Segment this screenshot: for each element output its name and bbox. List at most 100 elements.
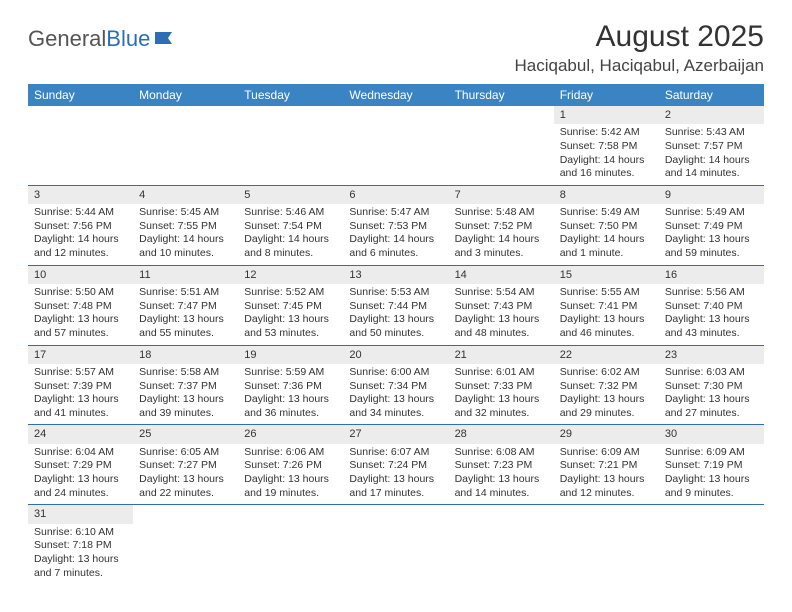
calendar-cell xyxy=(449,505,554,584)
calendar-cell: 10Sunrise: 5:50 AMSunset: 7:48 PMDayligh… xyxy=(28,265,133,345)
day-number: 20 xyxy=(343,346,448,364)
calendar-cell: 3Sunrise: 5:44 AMSunset: 7:56 PMDaylight… xyxy=(28,185,133,265)
day-details: Sunrise: 5:47 AMSunset: 7:53 PMDaylight:… xyxy=(343,204,448,265)
day-details: Sunrise: 5:49 AMSunset: 7:49 PMDaylight:… xyxy=(659,204,764,265)
day-details: Sunrise: 5:48 AMSunset: 7:52 PMDaylight:… xyxy=(449,204,554,265)
day-number: 29 xyxy=(554,425,659,443)
day-details: Sunrise: 6:09 AMSunset: 7:19 PMDaylight:… xyxy=(659,444,764,505)
calendar-cell: 23Sunrise: 6:03 AMSunset: 7:30 PMDayligh… xyxy=(659,345,764,425)
day-details: Sunrise: 5:45 AMSunset: 7:55 PMDaylight:… xyxy=(133,204,238,265)
calendar-cell xyxy=(659,505,764,584)
day-number: 1 xyxy=(554,106,659,124)
day-number: 19 xyxy=(238,346,343,364)
calendar-cell: 4Sunrise: 5:45 AMSunset: 7:55 PMDaylight… xyxy=(133,185,238,265)
col-header: Sunday xyxy=(28,84,133,106)
calendar-cell: 1Sunrise: 5:42 AMSunset: 7:58 PMDaylight… xyxy=(554,106,659,185)
day-number: 21 xyxy=(449,346,554,364)
day-details: Sunrise: 5:55 AMSunset: 7:41 PMDaylight:… xyxy=(554,284,659,345)
calendar-cell: 19Sunrise: 5:59 AMSunset: 7:36 PMDayligh… xyxy=(238,345,343,425)
day-number: 26 xyxy=(238,425,343,443)
title-block: August 2025 Haciqabul, Haciqabul, Azerba… xyxy=(515,20,765,76)
calendar-cell xyxy=(343,106,448,185)
day-details: Sunrise: 6:09 AMSunset: 7:21 PMDaylight:… xyxy=(554,444,659,505)
calendar-cell: 25Sunrise: 6:05 AMSunset: 7:27 PMDayligh… xyxy=(133,425,238,505)
day-details: Sunrise: 6:04 AMSunset: 7:29 PMDaylight:… xyxy=(28,444,133,505)
day-details: Sunrise: 6:03 AMSunset: 7:30 PMDaylight:… xyxy=(659,364,764,425)
calendar-cell xyxy=(238,106,343,185)
calendar-cell: 5Sunrise: 5:46 AMSunset: 7:54 PMDaylight… xyxy=(238,185,343,265)
calendar-cell: 30Sunrise: 6:09 AMSunset: 7:19 PMDayligh… xyxy=(659,425,764,505)
location: Haciqabul, Haciqabul, Azerbaijan xyxy=(515,56,765,76)
day-number: 10 xyxy=(28,266,133,284)
day-details: Sunrise: 5:50 AMSunset: 7:48 PMDaylight:… xyxy=(28,284,133,345)
calendar-cell: 31Sunrise: 6:10 AMSunset: 7:18 PMDayligh… xyxy=(28,505,133,584)
day-details: Sunrise: 5:43 AMSunset: 7:57 PMDaylight:… xyxy=(659,124,764,185)
day-number: 23 xyxy=(659,346,764,364)
calendar-cell: 26Sunrise: 6:06 AMSunset: 7:26 PMDayligh… xyxy=(238,425,343,505)
day-number: 24 xyxy=(28,425,133,443)
day-details: Sunrise: 5:46 AMSunset: 7:54 PMDaylight:… xyxy=(238,204,343,265)
calendar-cell: 21Sunrise: 6:01 AMSunset: 7:33 PMDayligh… xyxy=(449,345,554,425)
day-number: 30 xyxy=(659,425,764,443)
calendar-cell xyxy=(133,505,238,584)
calendar-cell xyxy=(554,505,659,584)
calendar-cell: 11Sunrise: 5:51 AMSunset: 7:47 PMDayligh… xyxy=(133,265,238,345)
day-number: 2 xyxy=(659,106,764,124)
day-details: Sunrise: 5:52 AMSunset: 7:45 PMDaylight:… xyxy=(238,284,343,345)
calendar-cell: 24Sunrise: 6:04 AMSunset: 7:29 PMDayligh… xyxy=(28,425,133,505)
day-number: 12 xyxy=(238,266,343,284)
calendar-cell xyxy=(343,505,448,584)
day-number: 3 xyxy=(28,186,133,204)
day-details: Sunrise: 5:58 AMSunset: 7:37 PMDaylight:… xyxy=(133,364,238,425)
day-details: Sunrise: 6:02 AMSunset: 7:32 PMDaylight:… xyxy=(554,364,659,425)
calendar-cell: 8Sunrise: 5:49 AMSunset: 7:50 PMDaylight… xyxy=(554,185,659,265)
day-number: 4 xyxy=(133,186,238,204)
day-details: Sunrise: 6:06 AMSunset: 7:26 PMDaylight:… xyxy=(238,444,343,505)
day-details: Sunrise: 6:07 AMSunset: 7:24 PMDaylight:… xyxy=(343,444,448,505)
day-number: 17 xyxy=(28,346,133,364)
day-number: 22 xyxy=(554,346,659,364)
day-number: 13 xyxy=(343,266,448,284)
day-details: Sunrise: 5:59 AMSunset: 7:36 PMDaylight:… xyxy=(238,364,343,425)
day-details: Sunrise: 5:56 AMSunset: 7:40 PMDaylight:… xyxy=(659,284,764,345)
day-number: 5 xyxy=(238,186,343,204)
day-number: 6 xyxy=(343,186,448,204)
calendar-cell: 14Sunrise: 5:54 AMSunset: 7:43 PMDayligh… xyxy=(449,265,554,345)
col-header: Tuesday xyxy=(238,84,343,106)
calendar-cell xyxy=(133,106,238,185)
day-number: 9 xyxy=(659,186,764,204)
day-number: 11 xyxy=(133,266,238,284)
calendar-cell: 17Sunrise: 5:57 AMSunset: 7:39 PMDayligh… xyxy=(28,345,133,425)
day-details: Sunrise: 5:54 AMSunset: 7:43 PMDaylight:… xyxy=(449,284,554,345)
header: GeneralBlue August 2025 Haciqabul, Haciq… xyxy=(28,20,764,76)
calendar-cell: 15Sunrise: 5:55 AMSunset: 7:41 PMDayligh… xyxy=(554,265,659,345)
logo: GeneralBlue xyxy=(28,26,180,52)
col-header: Monday xyxy=(133,84,238,106)
logo-text-2: Blue xyxy=(106,26,150,52)
calendar-cell: 22Sunrise: 6:02 AMSunset: 7:32 PMDayligh… xyxy=(554,345,659,425)
day-details: Sunrise: 6:05 AMSunset: 7:27 PMDaylight:… xyxy=(133,444,238,505)
day-number: 27 xyxy=(343,425,448,443)
day-number: 16 xyxy=(659,266,764,284)
calendar-cell xyxy=(238,505,343,584)
col-header: Saturday xyxy=(659,84,764,106)
month-title: August 2025 xyxy=(515,20,765,54)
day-details: Sunrise: 5:57 AMSunset: 7:39 PMDaylight:… xyxy=(28,364,133,425)
logo-text-1: General xyxy=(28,26,106,52)
day-number: 25 xyxy=(133,425,238,443)
calendar-cell: 13Sunrise: 5:53 AMSunset: 7:44 PMDayligh… xyxy=(343,265,448,345)
calendar-cell: 28Sunrise: 6:08 AMSunset: 7:23 PMDayligh… xyxy=(449,425,554,505)
day-details: Sunrise: 6:08 AMSunset: 7:23 PMDaylight:… xyxy=(449,444,554,505)
day-details: Sunrise: 6:10 AMSunset: 7:18 PMDaylight:… xyxy=(28,524,133,585)
day-number: 18 xyxy=(133,346,238,364)
calendar-cell: 6Sunrise: 5:47 AMSunset: 7:53 PMDaylight… xyxy=(343,185,448,265)
col-header: Friday xyxy=(554,84,659,106)
day-details: Sunrise: 6:00 AMSunset: 7:34 PMDaylight:… xyxy=(343,364,448,425)
day-number: 14 xyxy=(449,266,554,284)
col-header: Wednesday xyxy=(343,84,448,106)
day-details: Sunrise: 6:01 AMSunset: 7:33 PMDaylight:… xyxy=(449,364,554,425)
calendar-table: SundayMondayTuesdayWednesdayThursdayFrid… xyxy=(28,84,764,584)
col-header: Thursday xyxy=(449,84,554,106)
day-number: 8 xyxy=(554,186,659,204)
day-details: Sunrise: 5:49 AMSunset: 7:50 PMDaylight:… xyxy=(554,204,659,265)
